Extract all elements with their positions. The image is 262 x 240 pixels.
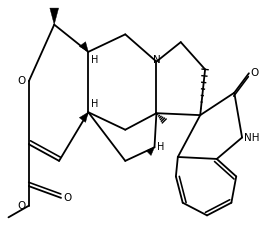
Text: O: O — [63, 193, 71, 203]
Polygon shape — [50, 8, 59, 25]
Text: O: O — [18, 201, 26, 211]
Polygon shape — [79, 112, 88, 122]
Text: O: O — [18, 76, 26, 86]
Polygon shape — [146, 147, 155, 156]
Text: H: H — [91, 99, 99, 109]
Polygon shape — [79, 42, 88, 52]
Text: O: O — [251, 68, 259, 78]
Text: NH: NH — [244, 132, 260, 143]
Text: N: N — [152, 54, 160, 65]
Text: H: H — [157, 142, 165, 152]
Text: H: H — [91, 55, 99, 65]
